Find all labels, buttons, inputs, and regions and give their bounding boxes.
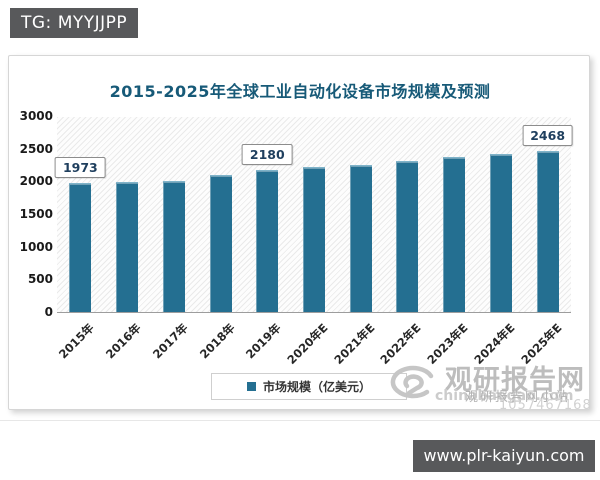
watermark-brand-text: 观研报告网 (445, 365, 585, 396)
y-tick-label: 1500 (19, 207, 53, 221)
y-tick-label: 2500 (19, 141, 53, 156)
bar-2017年 (162, 180, 185, 312)
watermark-overlay-id-text: 1057467168 (499, 398, 592, 413)
bar-2020年E (303, 166, 325, 312)
tg-tag-badge: TG: MYYJJPP (10, 8, 138, 38)
watermark-overlay-site-text: 观研报告网小站 (465, 390, 571, 405)
bar-2023年E (443, 157, 466, 312)
legend: 市场规模（亿美元） (211, 373, 407, 400)
footer-url-link[interactable]: www.plr-kaiyun.com (413, 440, 595, 472)
legend-label: 市场规模（亿美元） (262, 380, 371, 394)
bar-2016年 (116, 182, 139, 312)
bar-2015年 (69, 183, 92, 312)
footer-url-label: www.plr-kaiyun.com (423, 446, 585, 465)
watermark: 观研报告网 chinabaogao.com 观研报告网小站 1057467168 (387, 358, 591, 413)
bar-2021年E (349, 164, 372, 312)
y-tick-label: 2000 (19, 174, 53, 189)
bar-value-label: 2180 (241, 143, 293, 165)
watermark-domain-text: chinabaogao.com (435, 388, 574, 404)
bar-2024年E (489, 153, 512, 312)
bar-value-label: 2468 (522, 124, 574, 146)
y-tick-label: 0 (44, 305, 53, 319)
bar-2025年E (536, 150, 559, 312)
chart-card: 2015-2025年全球工业自动化设备市场规模及预测 0 500 1000 1500 2… (8, 55, 591, 413)
bar-value-label: 1973 (54, 157, 106, 179)
watermark-swirl-logo-icon (390, 365, 434, 399)
footer-divider (0, 420, 600, 421)
bar-2018年 (209, 174, 232, 312)
y-tick-label: 500 (27, 272, 53, 287)
y-tick-label: 3000 (19, 109, 53, 123)
chart-title: 2015-2025年全球工业自动化设备市场规模及预测 (109, 82, 491, 101)
bar-2022年E (396, 161, 419, 312)
tg-tag-label: TG: MYYJJPP (21, 13, 128, 33)
y-tick-label: 1000 (19, 239, 53, 254)
plot-area (57, 117, 571, 313)
legend-swatch-icon (246, 382, 256, 391)
bar-2019年 (256, 169, 279, 312)
